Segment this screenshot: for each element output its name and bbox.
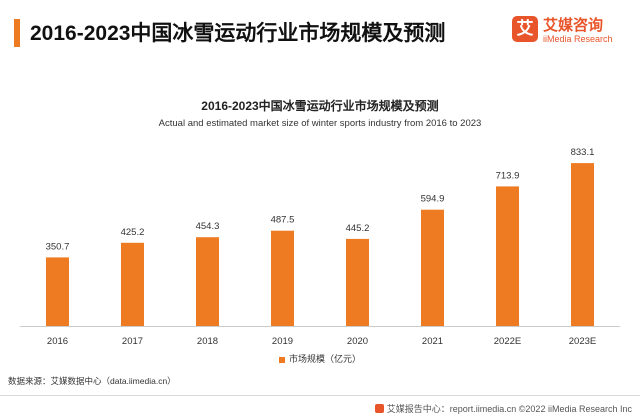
header-accent-bar xyxy=(14,19,20,47)
x-tick-label-2020: 2020 xyxy=(347,336,368,347)
bar-2017 xyxy=(121,242,144,326)
data-label-2022E: 713.9 xyxy=(496,170,520,181)
bar-2020 xyxy=(346,238,369,326)
iimedia-logo-icon: 艾 xyxy=(512,16,538,42)
x-tick-label-2019: 2019 xyxy=(272,336,293,347)
data-label-2020: 445.2 xyxy=(346,223,370,234)
footer-bar: 艾媒报告中心：report.iimedia.cn ©2022 iiMedia R… xyxy=(0,393,640,416)
data-label-2018: 454.3 xyxy=(196,221,220,232)
footer-credit: 艾媒报告中心：report.iimedia.cn ©2022 iiMedia R… xyxy=(374,402,632,415)
data-source-note: 数据来源：艾媒数据中心（data.iimedia.cn） xyxy=(8,376,176,386)
legend-swatch xyxy=(278,356,285,363)
footer-divider xyxy=(0,395,640,396)
iimedia-logo: 艾 艾媒咨询 iiMedia Research xyxy=(512,14,630,50)
data-label-2019: 487.5 xyxy=(271,215,295,226)
x-tick-label-2021: 2021 xyxy=(422,336,443,347)
bar-2019 xyxy=(271,230,294,326)
chart-subtitle: Actual and estimated market size of wint… xyxy=(158,118,482,129)
bar-2022E xyxy=(496,186,519,326)
x-tick-label-2016: 2016 xyxy=(47,336,68,347)
chart-title: 2016-2023中国冰雪运动行业市场规模及预测 xyxy=(201,99,439,113)
iimedia-footer-icon xyxy=(374,404,384,413)
bar-2021 xyxy=(421,209,444,326)
x-tick-label-2018: 2018 xyxy=(197,336,218,347)
bar-2016 xyxy=(46,257,69,326)
page-title: 2016-2023中国冰雪运动行业市场规模及预测 xyxy=(30,22,446,45)
x-tick-label-2022E: 2022E xyxy=(494,336,521,347)
bar-2018 xyxy=(196,237,219,326)
data-label-2021: 594.9 xyxy=(421,194,445,205)
footer-text: 艾媒报告中心：report.iimedia.cn ©2022 iiMedia R… xyxy=(386,404,632,414)
page-header: 2016-2023中国冰雪运动行业市场规模及预测 艾 艾媒咨询 iiMedia … xyxy=(0,0,640,64)
data-label-2017: 425.2 xyxy=(121,227,145,238)
logo-chinese-name: 艾媒咨询 xyxy=(543,17,604,34)
x-tick-label-2017: 2017 xyxy=(122,336,143,347)
bar-2023E xyxy=(571,163,594,326)
logo-english-name: iiMedia Research xyxy=(543,34,613,44)
data-label-2023E: 833.1 xyxy=(571,147,595,158)
legend-label: 市场规模（亿元） xyxy=(288,354,361,364)
data-label-2016: 350.7 xyxy=(46,241,70,252)
x-tick-label-2023E: 2023E xyxy=(569,336,596,347)
chart-legend: 市场规模（亿元） xyxy=(0,352,640,365)
